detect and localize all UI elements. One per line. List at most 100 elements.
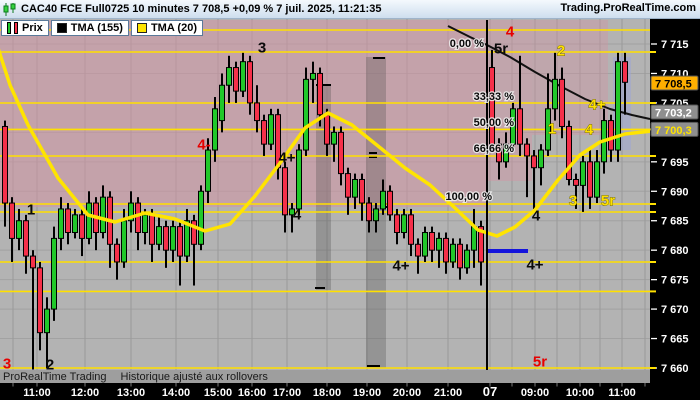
- candle-body: [100, 196, 106, 234]
- candle-body: [114, 243, 120, 263]
- price-tick-label: 7 670: [661, 304, 689, 316]
- pivot-annotation-5r: 5r: [494, 41, 508, 58]
- pivot-annotation-3: 3: [3, 356, 11, 373]
- tma20-line[interactable]: [0, 45, 654, 238]
- candle-body: [387, 190, 393, 216]
- candle-body: [72, 214, 78, 234]
- time-axis-label: 19:00: [353, 387, 381, 399]
- candle-body: [352, 178, 358, 198]
- chart-title-bar: CAC40 FCE Full0725 10 minutes 7 708,5 +0…: [0, 0, 700, 19]
- candle-body: [156, 226, 162, 245]
- chart-footer-strip: ProRealTime Trading Historique ajusté au…: [0, 370, 650, 383]
- legend-label-tma155: TMA (155): [70, 22, 123, 34]
- candle-body: [422, 232, 428, 257]
- candle-body: [163, 226, 169, 251]
- candle-body: [478, 226, 484, 263]
- legend-item-tma155[interactable]: TMA (155): [50, 20, 129, 36]
- candle-body: [517, 108, 523, 145]
- candle-body: [23, 220, 29, 257]
- candle-body: [121, 220, 127, 263]
- price-series-icon: [7, 22, 18, 34]
- chart-legend: Prix TMA (155) TMA (20): [1, 20, 203, 36]
- pivot-annotation-4: 4: [585, 122, 594, 139]
- pivot-annotation-5r: 5r: [601, 193, 615, 210]
- candle-body: [345, 173, 351, 198]
- candle-body: [510, 108, 516, 145]
- price-tag-label: 7 708,5: [655, 79, 692, 91]
- candle-body: [373, 208, 379, 222]
- footer-note: Historique ajusté aux rollovers: [120, 370, 268, 383]
- candle-body: [51, 237, 57, 310]
- candle-body: [545, 108, 551, 151]
- time-axis-label: 07: [483, 384, 497, 399]
- price-tick-label: 7 695: [661, 157, 689, 169]
- candle-body: [559, 78, 565, 127]
- price-chart-canvas[interactable]: 0,00 % 33,33 % 50,00 % 66,66 % 100,00 % 3 4- 4+…: [0, 19, 700, 400]
- price-tick-label: 7 680: [661, 245, 689, 257]
- candle-body: [524, 143, 530, 157]
- price-tag: [650, 104, 699, 120]
- price-tick-label: 7 665: [661, 334, 689, 346]
- candle-body: [303, 78, 309, 151]
- pivot-annotation-5r: 5r: [533, 354, 547, 371]
- time-axis-label: 09:00: [521, 387, 549, 399]
- time-axis-strip[interactable]: [0, 383, 700, 400]
- price-tag: [650, 121, 699, 137]
- candle-body: [436, 237, 442, 251]
- candle-body: [240, 61, 246, 92]
- fib-percent-label: 50,00 %: [474, 117, 515, 129]
- candle-body: [198, 190, 204, 245]
- candle-body: [464, 249, 470, 269]
- candle-body: [394, 214, 400, 234]
- pivot-annotation-1: 1: [27, 202, 35, 219]
- time-axis-label: 17:00: [273, 387, 301, 399]
- candle-body: [496, 143, 502, 163]
- pivot-annotation-4plus: 4+: [392, 258, 409, 275]
- candle-body: [450, 243, 456, 263]
- pivot-annotation-2: 2: [46, 357, 54, 374]
- pivot-annotation-4minus: 4-: [197, 137, 210, 154]
- candle-body: [289, 208, 295, 216]
- price-tick-label: 7 660: [661, 363, 689, 375]
- candle-body: [594, 161, 600, 198]
- time-axis-label: 18:00: [313, 387, 341, 399]
- price-tag-label: 7 700,3: [655, 125, 692, 137]
- candle-body: [317, 72, 323, 116]
- candle-body: [338, 131, 344, 175]
- candle-body: [324, 114, 330, 145]
- time-axis-label: 11:00: [608, 387, 636, 399]
- legend-item-prix[interactable]: Prix: [1, 20, 49, 36]
- candle-body: [44, 308, 50, 334]
- candle-body: [587, 161, 593, 198]
- candle-body: [408, 214, 414, 245]
- pivot-annotation-2: 2: [557, 43, 565, 60]
- legend-item-tma20[interactable]: TMA (20): [130, 20, 203, 36]
- pivot-annotation-4: 4: [506, 24, 515, 41]
- candle-body: [429, 232, 435, 251]
- time-axis-label: 14:00: [162, 387, 190, 399]
- fib-zone-day1: [0, 20, 487, 207]
- candle-body: [359, 178, 365, 204]
- candle-body: [573, 178, 579, 186]
- candlestick-series[interactable]: [2, 49, 628, 370]
- prorealtime-site-link[interactable]: Trading.ProRealTime.com: [560, 2, 696, 14]
- pivot-annotation-4: 4: [532, 208, 541, 225]
- candle-body: [9, 202, 15, 239]
- candle-body: [310, 72, 316, 80]
- time-axis-label: 12:00: [71, 387, 99, 399]
- candle-body: [489, 67, 495, 145]
- candle-body: [415, 243, 421, 257]
- candle-body: [503, 143, 509, 163]
- time-axis-label: 13:00: [117, 387, 145, 399]
- candle-body: [30, 255, 36, 269]
- candle-body: [247, 61, 253, 104]
- candle-body: [135, 202, 141, 234]
- price-tick-label: 7 675: [661, 275, 689, 287]
- fib-percent-label: 0,00 %: [450, 38, 484, 50]
- candle-body: [184, 220, 190, 257]
- candle-body: [296, 149, 302, 210]
- pivot-annotation-4: 4: [293, 207, 302, 224]
- candle-body: [191, 220, 197, 245]
- candle-body: [261, 120, 267, 145]
- candle-body: [37, 267, 43, 334]
